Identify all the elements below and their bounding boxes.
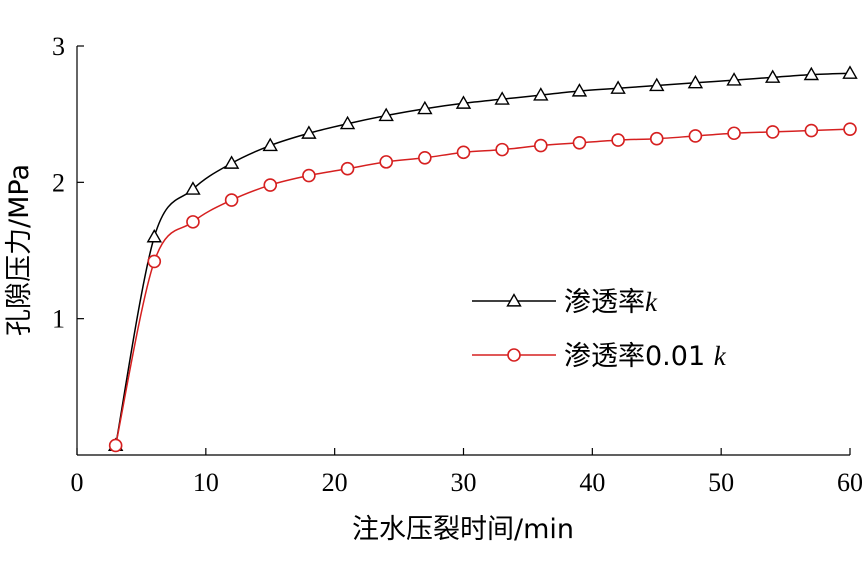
data-point [224,193,239,207]
data-point [533,87,549,101]
data-point [302,168,316,183]
data-point [649,131,664,146]
data-point [263,178,278,192]
data-point [418,150,432,165]
x-tick-label: 0 [71,468,84,497]
data-point [146,228,163,243]
data-point [533,138,548,153]
data-point [339,115,356,130]
data-point [495,142,509,157]
x-tick-label: 50 [708,468,734,497]
data-point [843,122,857,136]
data-point [688,129,703,143]
data-point [340,161,355,176]
series-2 [108,122,857,453]
data-point [494,91,510,105]
data-point [727,126,741,141]
y-tick-label: 2 [52,168,65,197]
legend-swatch-marker [506,293,522,307]
data-point [262,137,278,152]
x-tick-label: 60 [837,468,863,497]
data-point [455,95,472,109]
x-axis-title: 注水压裂时间/min [352,514,574,545]
data-point [378,107,394,122]
data-point [147,254,162,269]
data-point [649,77,665,92]
data-point [417,100,433,115]
data-point [804,123,819,138]
data-point [764,69,781,83]
ticks: 0 10 20 30 40 50 60 1 2 3 [52,32,863,497]
data-point [687,74,704,89]
data-point [223,155,240,169]
data-point [611,133,625,147]
y-axis-title: 孔隙压力/MPa [4,164,35,336]
data-point [185,181,201,195]
data-point [456,145,471,160]
x-tick-label: 30 [451,468,477,497]
y-tick-label: 1 [52,305,65,334]
legend-item: 渗透率k [472,287,658,318]
legend-swatch-marker [507,348,521,362]
data-point [572,135,587,150]
data-point [301,125,317,139]
data-point [726,72,742,86]
legend-label-prefix: 渗透率 [564,287,645,318]
legend-item: 渗透率0.01 k [472,341,727,372]
series-1 [107,65,858,452]
x-tick-label: 40 [579,468,605,497]
legend-label-var: k [645,287,658,317]
x-tick-label: 20 [322,468,348,497]
series-line [114,128,851,446]
data-point [610,80,626,94]
x-tick-label: 10 [193,468,219,497]
data-point [108,438,123,453]
data-point [842,65,858,79]
data-point [379,155,394,169]
data-point [571,83,588,97]
y-tick-label: 3 [52,32,65,61]
data-point [803,66,820,81]
series-line [114,72,851,446]
legend-label-prefix: 渗透率0.01 [564,341,714,372]
data-point [765,125,780,139]
legend-label-var: k [714,341,727,371]
legend-label: 渗透率0.01 k [564,341,727,372]
series-layer [107,65,858,453]
data-point [186,215,200,229]
legend-label: 渗透率k [564,287,658,318]
